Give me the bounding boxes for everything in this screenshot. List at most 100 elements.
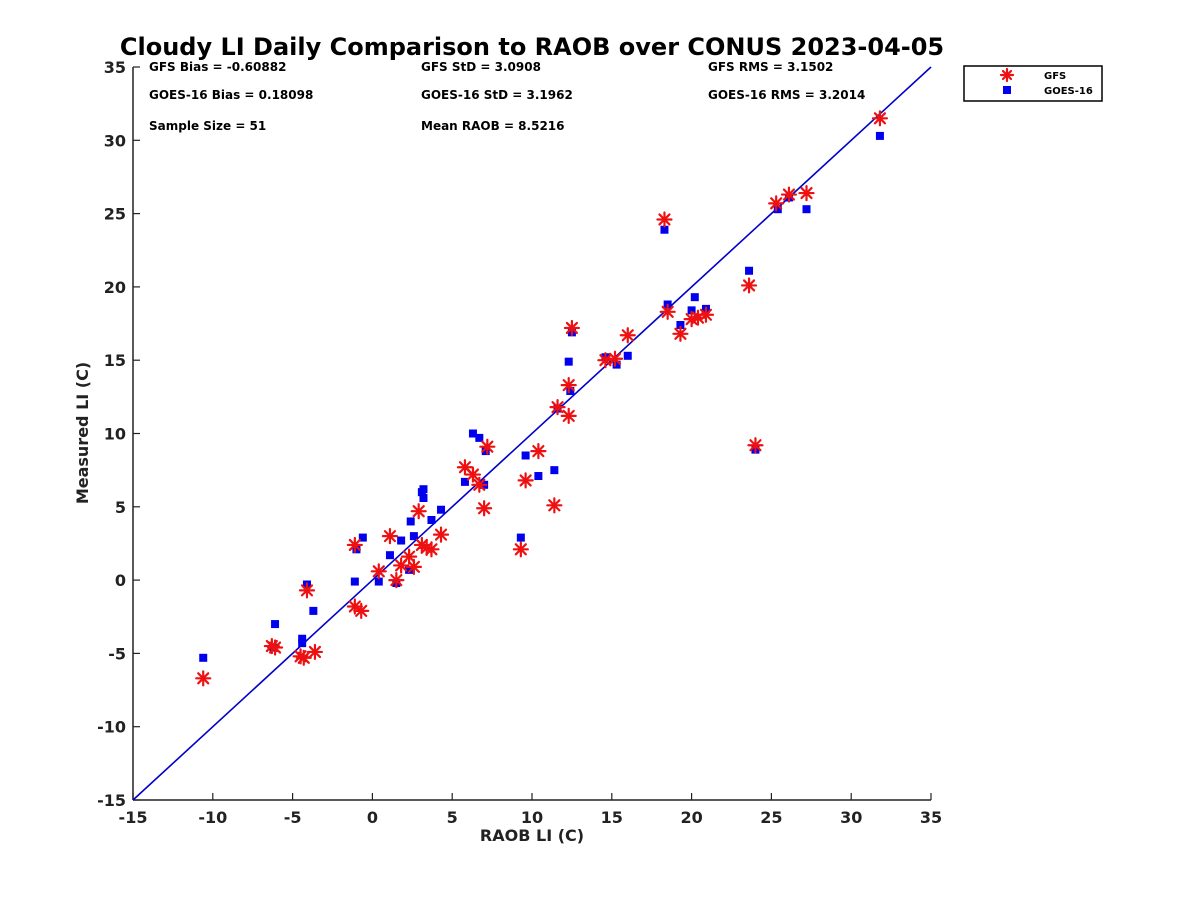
goes-16-point [875,131,884,140]
y-tick-label: 25 [104,205,126,224]
goes-16-point [475,433,484,442]
y-tick-label: -15 [97,791,126,810]
stat-gfs-std: GFS StD = 3.0908 [421,60,541,74]
goes-16-point [406,517,415,526]
x-tick-label: -5 [284,808,302,827]
goes-16-point [350,577,359,586]
gfs-point [370,563,387,580]
y-axis-label: Measured LI (C) [73,362,92,504]
y-tick-label: -10 [97,718,126,737]
gfs-point [353,602,370,619]
legend-goes-label: GOES-16 [1044,86,1093,97]
chart-title: Cloudy LI Daily Comparison to RAOB over … [120,33,944,61]
y-tick-label: 20 [104,278,126,297]
goes-16-point [534,472,543,481]
legend-gfs-marker-icon [999,67,1015,83]
gfs-point [517,472,534,489]
x-tick-label: 30 [840,808,862,827]
gfs-point [512,541,529,558]
gfs-point [747,437,764,454]
gfs-point [549,399,566,416]
goes-16-point [309,606,318,615]
goes-16-point [481,447,490,456]
data-points [195,110,889,687]
stat-goes-rms: GOES-16 RMS = 3.2014 [708,88,865,102]
goes-16-point [358,533,367,542]
gfs-point [597,352,614,369]
gfs-point [381,528,399,545]
gfs-point [619,327,636,344]
gfs-point [656,211,673,228]
gfs-point [563,319,581,337]
gfs-point [659,303,676,320]
gfs-point [560,407,577,425]
gfs-point [388,571,405,589]
y-tick-label: 15 [104,351,126,370]
gfs-point [195,670,212,687]
goes-16-point [802,205,811,214]
stat-mean-raob: Mean RAOB = 8.5216 [421,119,565,133]
goes-16-point [397,536,406,545]
goes-16-point [352,545,361,554]
gfs-point [780,186,798,203]
axis-ticks: -15 -10 -5 0 5 10 15 20 25 30 35 -15 -10 -5 0 5 10 15 20 25… [97,58,942,827]
gfs-point [560,377,577,394]
goes-16-point [550,466,559,475]
legend: GFS GOES-16 [963,65,1103,102]
y-tick-label: 10 [104,425,126,444]
legend-box [963,65,1103,102]
gfs-point [740,277,758,294]
goes-16-point [409,532,418,541]
x-tick-label: 15 [601,808,623,827]
gfs-point [405,558,422,576]
gfs-point [479,438,496,455]
goes-16-point [419,485,428,494]
gfs-point [295,649,312,666]
gfs-point [298,582,316,599]
gfs-point [672,325,689,342]
y-tick-label: 35 [104,58,126,77]
goes-16-point [564,357,573,366]
gfs-point [266,639,284,656]
stat-gfs-rms: GFS RMS = 3.1502 [708,60,833,74]
x-tick-label: -10 [198,808,227,827]
goes-16-point [516,533,525,542]
goes-16-point [427,515,436,524]
goes-16-point [298,634,307,643]
x-tick-label: 5 [447,808,458,827]
goes-16-point [612,360,621,369]
goes-16-point [745,266,754,275]
gfs-point [697,306,715,323]
goes-16-point [521,451,530,460]
gfs-point [432,526,450,543]
gfs-point [530,442,547,460]
goes-16-point [773,205,782,214]
x-tick-label: 20 [680,808,702,827]
goes-16-point [437,505,446,514]
legend-goes-marker-icon [1003,86,1011,94]
goes-16-point [385,551,394,560]
x-axis-label: RAOB LI (C) [480,826,584,845]
gfs-point [423,541,440,558]
goes-16-point [566,386,575,395]
y-tick-label: 5 [115,498,126,517]
gfs-point [798,184,815,202]
legend-gfs-label: GFS [1044,71,1066,82]
stat-gfs-bias: GFS Bias = -0.60882 [149,60,286,74]
gfs-point [410,503,427,520]
stat-sample-size: Sample Size = 51 [149,119,266,133]
gfs-point [464,466,482,483]
goes-16-point [419,494,428,503]
one-to-one-line [132,66,932,801]
goes-16-point [690,293,699,302]
y-tick-label: 0 [115,571,126,590]
x-tick-label: 35 [920,808,942,827]
goes-16-point [374,577,383,586]
gfs-point [346,536,363,554]
gfs-point [471,476,488,493]
gfs-point [768,195,785,212]
gfs-point [306,643,324,661]
gfs-point [871,110,889,127]
stat-goes-bias: GOES-16 Bias = 0.18098 [149,88,313,102]
